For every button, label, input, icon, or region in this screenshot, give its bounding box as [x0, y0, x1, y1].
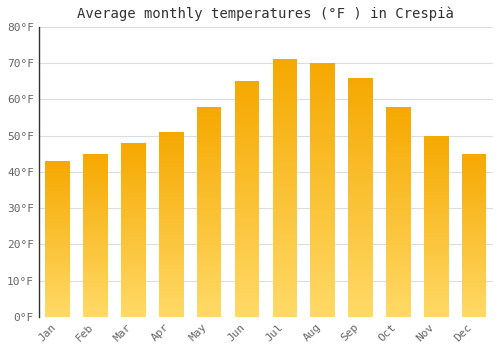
Title: Average monthly temperatures (°F ) in Crespià: Average monthly temperatures (°F ) in Cr… [78, 7, 454, 21]
